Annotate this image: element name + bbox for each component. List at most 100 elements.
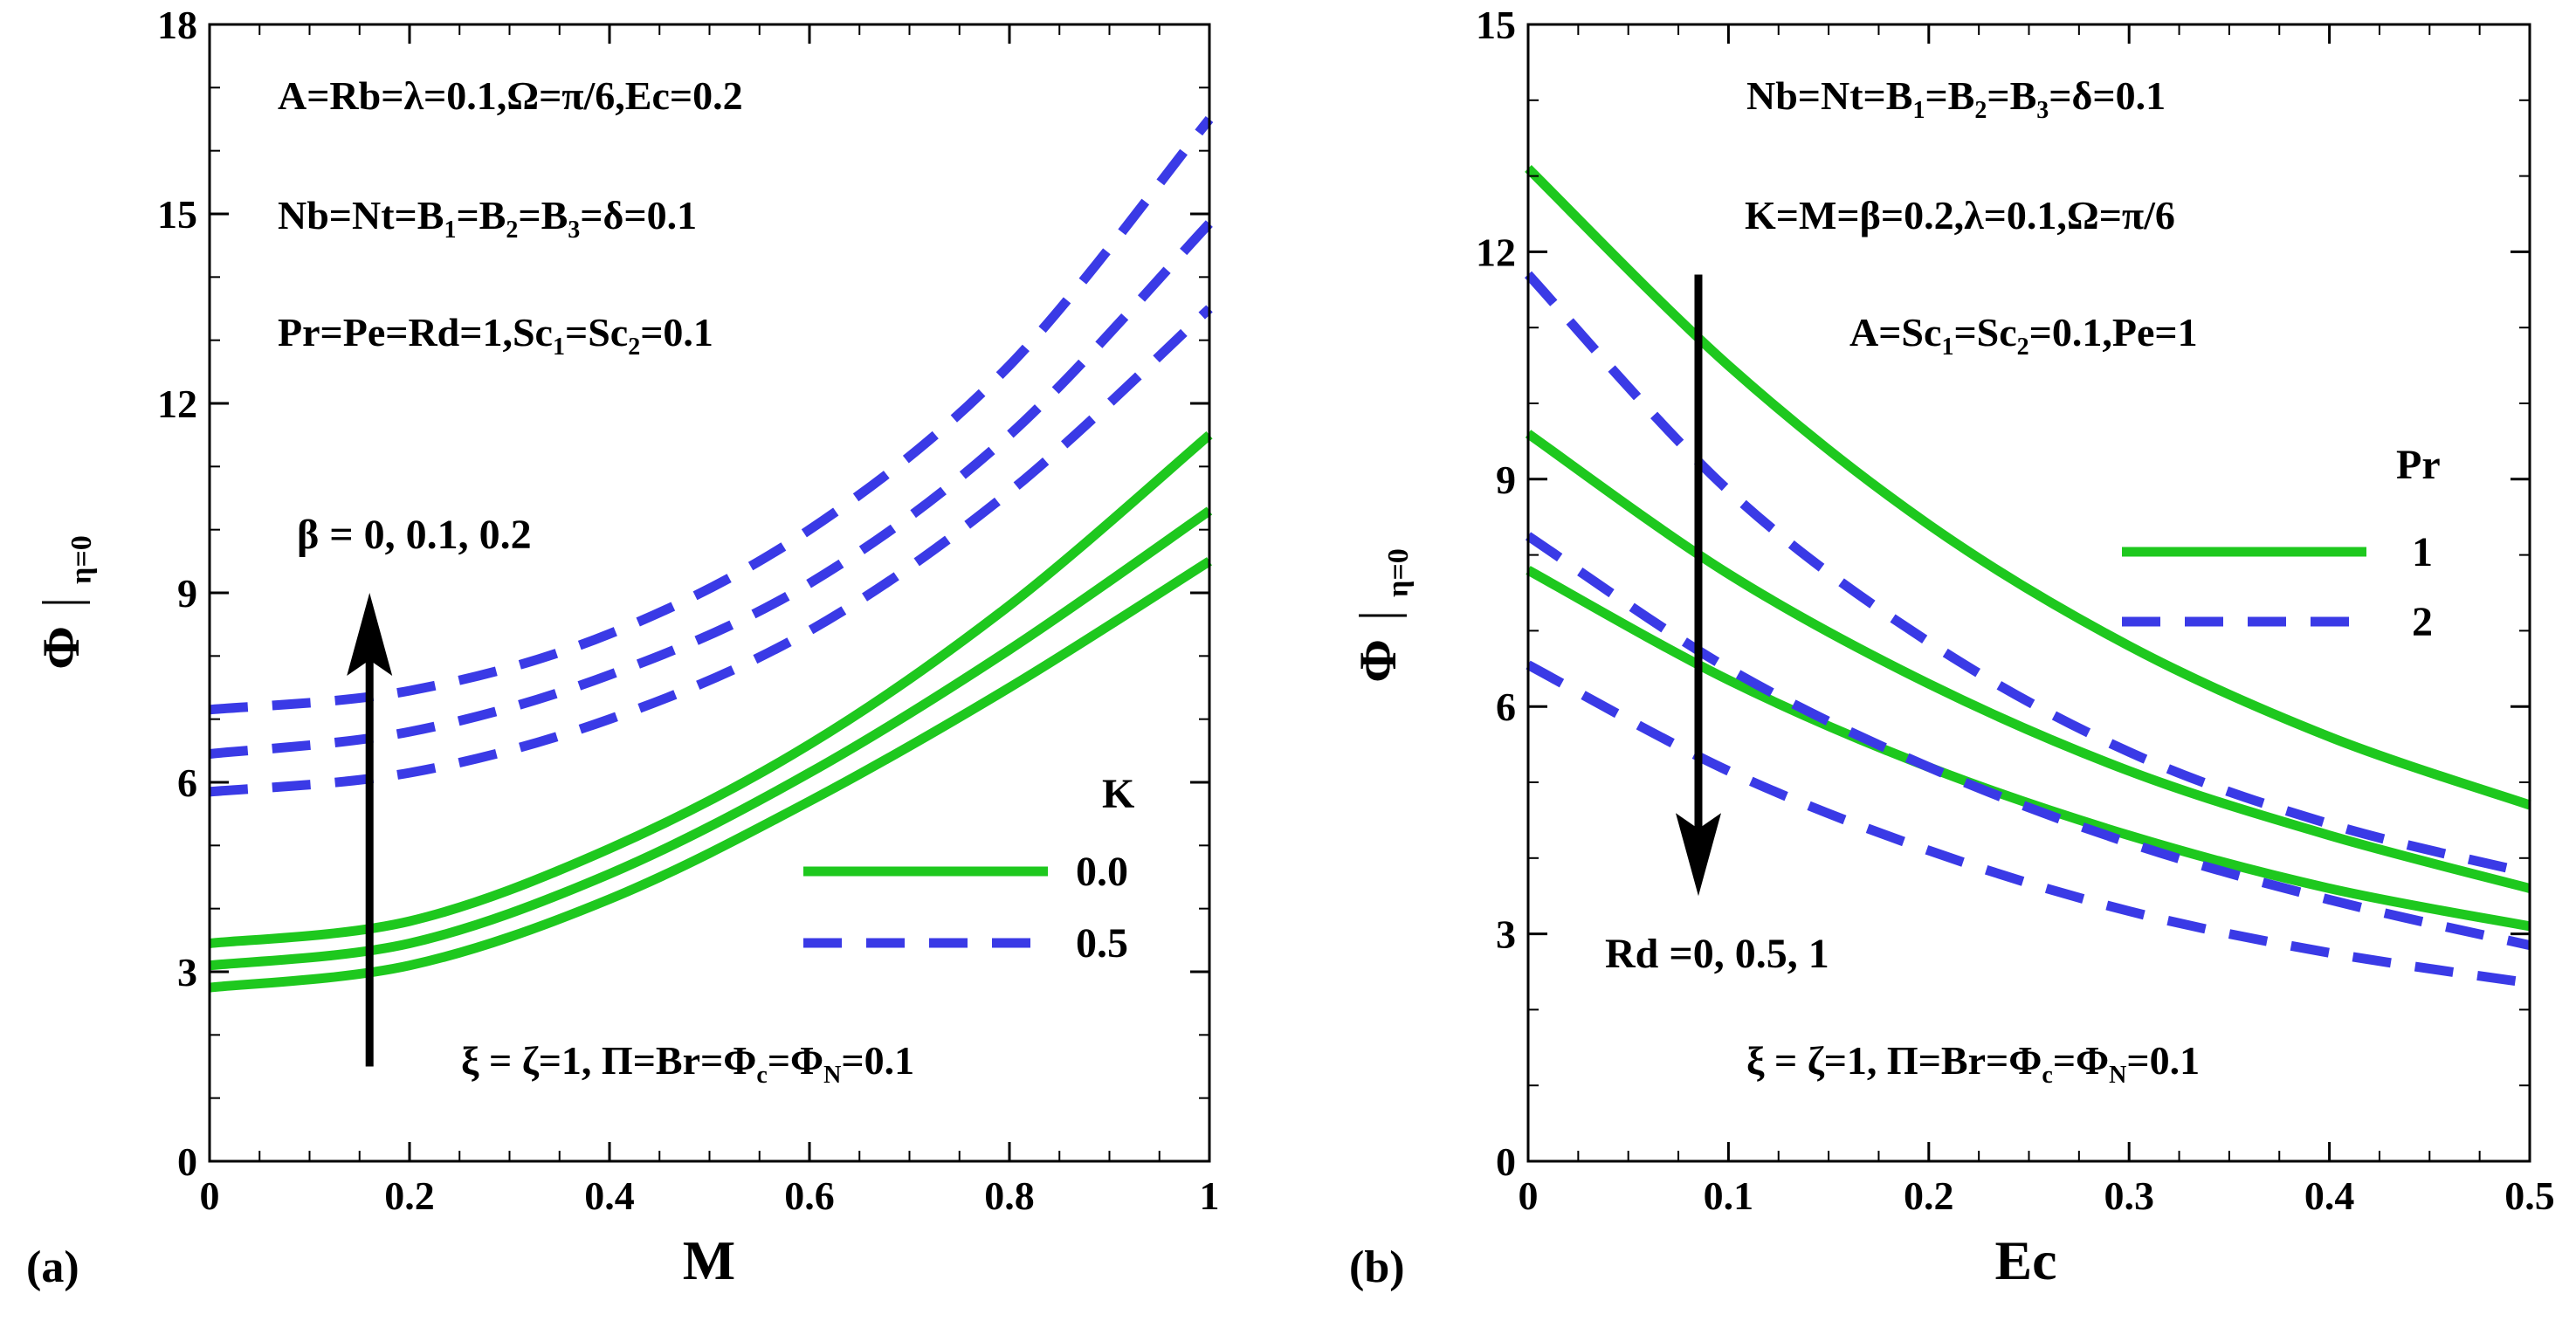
panel-a-series-line-5 <box>209 116 1214 715</box>
panel-a-y-tick-label-6: 18 <box>157 3 197 47</box>
panel-a-legend-title: K <box>1102 771 1134 817</box>
panel-b-param-3-b: =Sc <box>1953 310 2016 354</box>
panel-a-series-line-1 <box>209 506 1213 971</box>
panel-a-x-tick-label-4: 0.8 <box>984 1173 1035 1218</box>
panel-a-param-2-b: =B <box>456 193 506 237</box>
panel-a-param-3-sub-2: 2 <box>628 334 640 361</box>
panel-b-y-tick-label-2: 6 <box>1496 685 1516 729</box>
panel-b-series-line-5 <box>1526 660 2531 988</box>
panel-b-legend-label-1: 2 <box>2412 599 2433 645</box>
panel-b-series-line-3 <box>1524 271 2531 878</box>
panel-a-x-ticks: 0 0.2 0.4 0.6 0.8 1 <box>200 24 1220 1218</box>
panel-a-y-tick-label-4: 12 <box>157 382 197 426</box>
panel-a-x-tick-label-3: 0.6 <box>784 1173 835 1218</box>
panel-a-param-3-b: =Sc <box>565 310 628 354</box>
panel-a-y-axis-label: Φ | η=0 <box>32 535 98 669</box>
panel-a-y-label-main: Φ <box>32 626 90 670</box>
panel-a-y-tick-label-2: 6 <box>177 760 197 805</box>
panel-a-series-line-3 <box>209 305 1213 797</box>
panel-b-y-tick-label-4: 12 <box>1476 230 1516 274</box>
panel-b-y-label-sub: η=0 <box>1382 548 1415 597</box>
panel-b-param-line-3: A=Sc1=Sc2=0.1,Pe=1 <box>1849 310 2198 361</box>
panel-a-beta-arrow-head <box>347 593 393 676</box>
panel-b-rd-arrow-head <box>1675 813 1721 897</box>
panel-b-param-b-b: =Φ <box>2053 1038 2109 1083</box>
panel-b-param-line-2: K=M=β=0.2,λ=0.1,Ω=π/6 <box>1745 193 2175 237</box>
panel-a-series <box>209 116 1214 993</box>
panel-a-legend: K 0.0 0.5 <box>803 771 1134 967</box>
panel-b-param-line-1: Nb=Nt=B1=B2=B3=δ=0.1 <box>1746 73 2166 124</box>
panel-a-param-line-1: A=Rb=λ=0.1,Ω=π/6,Ec=0.2 <box>278 73 743 118</box>
panel-a-y-tick-label-0: 0 <box>177 1139 197 1184</box>
panel-a-y-label-sub: η=0 <box>65 535 98 584</box>
panel-a-label: (a) <box>26 1242 79 1292</box>
panel-b-label: (b) <box>1349 1242 1405 1292</box>
panel-a-param-bottom: ξ = ζ=1, Π=Br=Φc=ΦN=0.1 <box>461 1038 914 1089</box>
panel-a-x-tick-label-5: 1 <box>1200 1173 1220 1218</box>
panel-b-x-tick-label-0: 0 <box>1519 1173 1539 1218</box>
panel-a-series-line-2 <box>209 431 1213 948</box>
panel-a-param-2-a: Nb=Nt=B <box>278 193 444 237</box>
panel-b-param-b-a: ξ = ζ=1, Π=Br=Φ <box>1746 1038 2042 1083</box>
panel-a-x-tick-label-2: 0.4 <box>584 1173 635 1218</box>
panel-a-y-tick-label-1: 3 <box>177 950 197 994</box>
panel-b-x-tick-label-4: 0.4 <box>2304 1173 2355 1218</box>
panel-b-param-1-b: =B <box>1925 73 1974 118</box>
panel-a-x-axis-label: M <box>683 1229 735 1291</box>
panel-b-param-3-c: =0.1,Pe=1 <box>2029 310 2198 354</box>
panel-b-legend: Pr 1 2 <box>2122 442 2441 645</box>
panel-b-legend-title: Pr <box>2396 442 2441 488</box>
panel-b-y-tick-label-5: 15 <box>1476 3 1516 47</box>
panel-a-param-b-a: ξ = ζ=1, Π=Br=Φ <box>461 1038 756 1083</box>
panel-a-param-line-2: Nb=Nt=B1=B2=B3=δ=0.1 <box>278 193 697 244</box>
panel-a-y-tick-label-3: 9 <box>177 571 197 616</box>
panel-a-series-line-0 <box>209 557 1212 993</box>
panel-b-param-1-c: =B <box>1987 73 2036 118</box>
panel-a-param-2-sub-1: 1 <box>444 217 456 244</box>
panel-a-param-line-3: Pr=Pe=Rd=1,Sc1=Sc2=0.1 <box>278 310 713 361</box>
panel-a-param-b-sub-2: N <box>823 1062 841 1089</box>
svg-text:Φ | η=0: Φ | η=0 <box>1349 548 1415 682</box>
panel-a-param-3-sub-1: 1 <box>553 334 565 361</box>
panel-a-x-tick-label-0: 0 <box>200 1173 220 1218</box>
panel-b-x-axis-label: Ec <box>1994 1229 2056 1291</box>
panel-a-param-b-sub-1: c <box>756 1062 767 1089</box>
panel-b-legend-label-0: 1 <box>2412 529 2433 575</box>
panel-a-x-tick-label-1: 0.2 <box>384 1173 435 1218</box>
panel-b-series <box>1524 164 2531 988</box>
panel-b-x-tick-label-3: 0.3 <box>2104 1173 2154 1218</box>
panel-a-param-3-a: Pr=Pe=Rd=1,Sc <box>278 310 553 354</box>
panel-a-param-2-d: =δ=0.1 <box>580 193 697 237</box>
panel-b-arrow-label: Rd =0, 0.5, 1 <box>1605 931 1829 977</box>
panel-b-param-3-a: A=Sc <box>1849 310 1941 354</box>
panel-a-arrow-label: β = 0, 0.1, 0.2 <box>297 512 532 558</box>
panel-b-y-label-bar: | <box>1349 610 1407 621</box>
panel-b-param-3-sub-2: 2 <box>2017 334 2029 361</box>
panel-b-param-3-sub-1: 1 <box>1941 334 1953 361</box>
svg-text:Φ | η=0: Φ | η=0 <box>32 535 98 669</box>
panel-b-param-1-sub-1: 1 <box>1912 97 1925 124</box>
panel-a-legend-label-0: 0.0 <box>1076 849 1128 895</box>
panel-a-param-2-sub-3: 3 <box>568 217 580 244</box>
panel-b-y-axis-label: Φ | η=0 <box>1349 548 1415 682</box>
panel-b-param-1-d: =δ=0.1 <box>2049 73 2166 118</box>
panel-b-x-tick-label-2: 0.2 <box>1904 1173 1954 1218</box>
panel-b-series-line-0 <box>1525 164 2531 810</box>
panel-a-y-tick-label-5: 15 <box>157 192 197 237</box>
panel-b-param-bottom: ξ = ζ=1, Π=Br=Φc=ΦN=0.1 <box>1746 1038 2200 1089</box>
panel-a-series-line-4 <box>209 220 1213 759</box>
panel-b-x-ticks: 0 0.1 0.2 0.3 0.4 0.5 <box>1519 24 2555 1218</box>
panel-b-y-tick-label-0: 0 <box>1496 1139 1516 1184</box>
panel-b-param-1-a: Nb=Nt=B <box>1746 73 1912 118</box>
panel-b-param-b-sub-1: c <box>2042 1062 2052 1089</box>
panel-b-y-tick-label-3: 9 <box>1496 458 1516 502</box>
panel-b-x-tick-label-1: 0.1 <box>1704 1173 1754 1218</box>
panel-a-param-2-sub-2: 2 <box>506 217 518 244</box>
panel-b-param-b-sub-2: N <box>2109 1062 2126 1089</box>
panel-b-param-1-sub-3: 3 <box>2036 97 2049 124</box>
panel-b-param-b-c: =0.1 <box>2126 1038 2200 1083</box>
panel-b-param-1-sub-2: 2 <box>1974 97 1987 124</box>
